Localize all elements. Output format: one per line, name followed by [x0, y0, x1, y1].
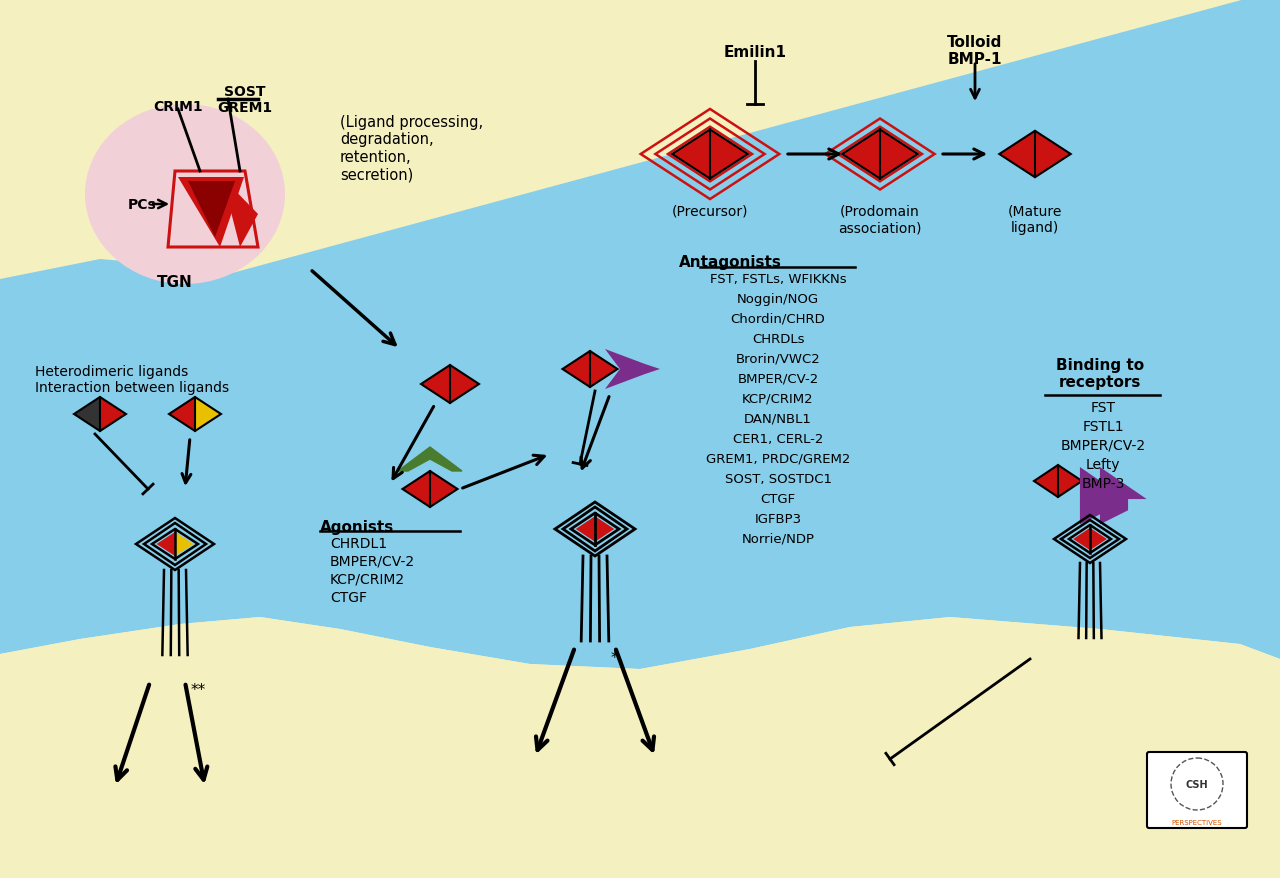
Text: CTGF: CTGF	[760, 493, 796, 506]
Polygon shape	[576, 516, 595, 543]
Polygon shape	[562, 351, 590, 387]
Text: GREM1, PRDC/GREM2: GREM1, PRDC/GREM2	[705, 452, 850, 465]
Text: SOST, SOSTDC1: SOST, SOSTDC1	[724, 472, 832, 486]
Polygon shape	[710, 130, 748, 179]
Text: TGN: TGN	[157, 275, 193, 290]
Text: BMPER/CV-2: BMPER/CV-2	[1060, 438, 1146, 452]
Text: BMPER/CV-2: BMPER/CV-2	[330, 554, 415, 568]
Text: CHRDLs: CHRDLs	[751, 333, 804, 346]
Text: (Precursor): (Precursor)	[672, 205, 749, 219]
Text: Chordin/CHRD: Chordin/CHRD	[731, 313, 826, 326]
Text: CTGF: CTGF	[330, 590, 367, 604]
Polygon shape	[1082, 471, 1120, 522]
Text: Lefty: Lefty	[1085, 457, 1120, 471]
Polygon shape	[421, 365, 451, 404]
Polygon shape	[881, 130, 918, 179]
Polygon shape	[595, 516, 614, 543]
Polygon shape	[590, 351, 617, 387]
Text: KCP/CRIM2: KCP/CRIM2	[742, 392, 814, 406]
Polygon shape	[100, 398, 125, 431]
Text: **: **	[191, 682, 206, 697]
Text: BMP-3: BMP-3	[1082, 477, 1125, 491]
Text: FST: FST	[1091, 400, 1115, 414]
Polygon shape	[672, 130, 710, 179]
Polygon shape	[605, 349, 660, 390]
Text: Agonists: Agonists	[320, 520, 394, 535]
Polygon shape	[1036, 132, 1070, 178]
Polygon shape	[1073, 529, 1091, 551]
Polygon shape	[156, 532, 175, 557]
Text: CSH: CSH	[1185, 779, 1208, 789]
Polygon shape	[0, 617, 1280, 878]
Polygon shape	[842, 130, 881, 179]
Text: BMPER/CV-2: BMPER/CV-2	[737, 372, 819, 385]
Text: FSTL1: FSTL1	[1082, 420, 1124, 434]
Polygon shape	[430, 471, 457, 507]
Text: Binding to
receptors: Binding to receptors	[1056, 357, 1144, 390]
Text: DAN/NBL1: DAN/NBL1	[744, 413, 812, 426]
Text: SOST
GREM1: SOST GREM1	[218, 85, 273, 115]
Text: (Ligand processing,
degradation,
retention,
secretion): (Ligand processing, degradation, retenti…	[340, 115, 483, 182]
Text: FST, FSTLs, WFIKKNs: FST, FSTLs, WFIKKNs	[709, 273, 846, 285]
Text: CER1, CERL-2: CER1, CERL-2	[733, 433, 823, 445]
Text: Tolloid
BMP-1: Tolloid BMP-1	[947, 35, 1002, 68]
Polygon shape	[195, 398, 221, 431]
Text: Brorin/VWC2: Brorin/VWC2	[736, 353, 820, 365]
Polygon shape	[1102, 471, 1140, 522]
Polygon shape	[0, 0, 1280, 669]
Polygon shape	[451, 365, 479, 404]
Polygon shape	[188, 182, 236, 238]
Polygon shape	[221, 178, 259, 248]
Text: Norrie/NDP: Norrie/NDP	[741, 532, 814, 545]
Polygon shape	[1034, 465, 1059, 498]
Polygon shape	[1059, 465, 1082, 498]
FancyBboxPatch shape	[1147, 752, 1247, 828]
Text: IGFBP3: IGFBP3	[754, 513, 801, 525]
Text: Noggin/NOG: Noggin/NOG	[737, 292, 819, 306]
Text: *: *	[611, 651, 618, 666]
Polygon shape	[1091, 529, 1107, 551]
Polygon shape	[1000, 132, 1036, 178]
Text: CHRDL1: CHRDL1	[330, 536, 387, 551]
Polygon shape	[402, 471, 430, 507]
Text: (Mature
ligand): (Mature ligand)	[1007, 205, 1062, 235]
Polygon shape	[74, 398, 100, 431]
Polygon shape	[169, 398, 195, 431]
Ellipse shape	[84, 104, 285, 284]
Text: (Prodomain
association): (Prodomain association)	[838, 205, 922, 235]
Text: Antagonists: Antagonists	[678, 255, 781, 270]
Text: PCs: PCs	[128, 198, 156, 212]
Polygon shape	[398, 448, 462, 471]
Text: CRIM1: CRIM1	[154, 100, 202, 114]
Text: Heterodimeric ligands
Interaction between ligands: Heterodimeric ligands Interaction betwee…	[35, 364, 229, 395]
Text: PERSPECTIVES: PERSPECTIVES	[1171, 819, 1222, 825]
Text: KCP/CRIM2: KCP/CRIM2	[330, 572, 406, 587]
Polygon shape	[175, 532, 193, 557]
Polygon shape	[178, 178, 244, 248]
Text: Emilin1: Emilin1	[723, 45, 786, 60]
